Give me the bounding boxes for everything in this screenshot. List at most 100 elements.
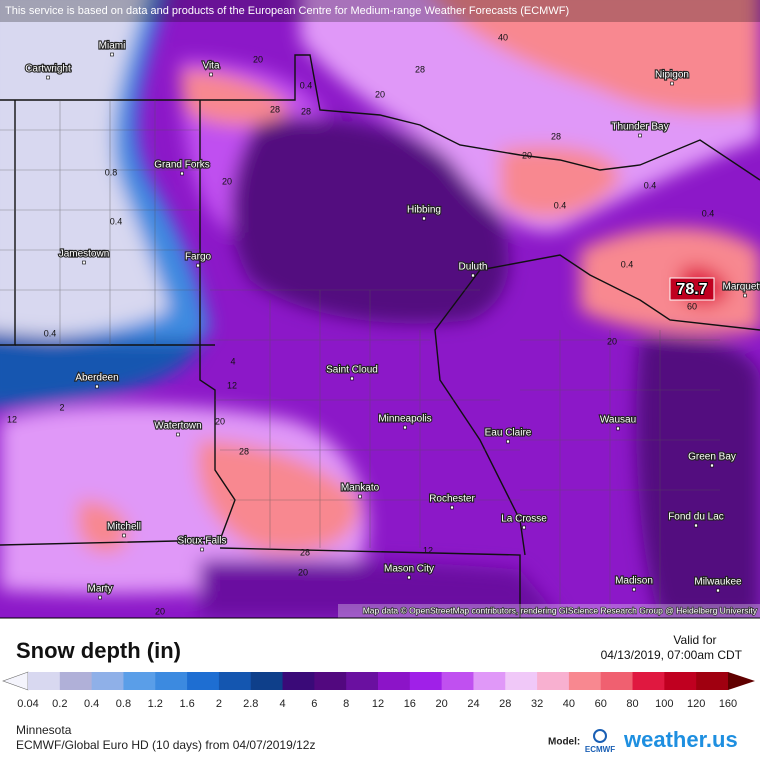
city-label: Mitchell (107, 522, 141, 533)
contour-labels: 40 28 20 0.4 20 28 20 28 0.8 20 0.4 0.4 0.4 0.4 0.4 20 2… (7, 32, 714, 616)
contour-label: 20 (215, 416, 225, 426)
colorbar-label: 60 (595, 698, 607, 710)
colorbar-swatch (282, 672, 315, 690)
contour-label: 2 (59, 402, 64, 412)
city-label: Green Bay (688, 452, 736, 463)
brand: weather.us (623, 727, 738, 752)
contour-label: 0.4 (621, 259, 634, 269)
borders (0, 54, 760, 618)
city-label: Marty (88, 584, 113, 595)
max-value: 78.7 (676, 281, 707, 298)
city-marker (670, 81, 674, 86)
city-label: Fond du Lac (668, 512, 724, 523)
colorbar-swatch (600, 672, 634, 690)
colorbar-swatch (632, 672, 665, 690)
colorbar-swatch (473, 672, 506, 690)
colorbar-swatch (568, 672, 602, 690)
colorbar-arrow (2, 671, 29, 691)
contour-label: 28 (301, 106, 311, 116)
city-label: Watertown (154, 421, 201, 432)
contour-label: 28 (551, 131, 561, 141)
colorbar-swatch (123, 672, 156, 690)
colorbar-label: 24 (467, 698, 479, 710)
city-label: Madison (615, 576, 653, 587)
city-marker (407, 575, 411, 580)
contour-label: 0.4 (300, 80, 313, 90)
contour-label: 0.4 (702, 208, 715, 218)
region: Minnesota (16, 723, 72, 737)
city-marker (422, 216, 426, 221)
colorbar-label: 160 (719, 698, 737, 710)
city-marker (196, 263, 200, 268)
contour-label: 28 (415, 64, 425, 74)
colorbar-swatch (378, 672, 411, 690)
colorbar-arrow (728, 672, 755, 690)
city-label: Mankato (341, 483, 380, 494)
model-label: Model: (548, 737, 580, 748)
contour-label: 40 (498, 32, 508, 42)
contour-label: 20 (298, 567, 308, 577)
colorbar-label: 0.4 (84, 698, 99, 710)
colorbar-swatch (59, 672, 93, 690)
colorbar-label: 16 (404, 698, 416, 710)
contour-label: 0.8 (105, 167, 118, 177)
colorbar-swatch (537, 672, 570, 690)
contour-label: 12 (423, 545, 433, 555)
colorbar-label: 40 (563, 698, 575, 710)
colorbar-label: 2.8 (243, 698, 258, 710)
colorbar-label: 32 (531, 698, 543, 710)
contour-label: 20 (222, 176, 232, 186)
colorbar-label: 28 (499, 698, 511, 710)
model-run: ECMWF/Global Euro HD (10 days) from 04/0… (16, 738, 315, 752)
colorbar-swatch (409, 672, 443, 690)
city-label: Jamestown (59, 249, 110, 260)
city-label: La Crosse (501, 514, 547, 525)
contour-label: 0.4 (554, 200, 567, 210)
city-label: Thunder Bay (611, 122, 668, 133)
city-label: Marquette (722, 282, 760, 293)
city-label: Mason City (384, 564, 434, 575)
colorbar-swatch (28, 672, 61, 690)
city-marker (694, 523, 698, 528)
colorbar-swatch (314, 672, 347, 690)
colorbar-swatch (505, 672, 538, 690)
city-marker (616, 426, 620, 431)
city-marker (358, 494, 362, 499)
contour-label: 12 (7, 414, 17, 424)
city-marker (403, 425, 407, 430)
city-marker (95, 384, 99, 389)
city-marker (180, 171, 184, 176)
colorbar-label: 1.2 (148, 698, 163, 710)
colorbar-label: 8 (343, 698, 349, 710)
colorbar-label: 80 (626, 698, 638, 710)
city-label: Nipigon (655, 70, 689, 81)
city-marker (471, 273, 475, 278)
attribution: Map data © OpenStreetMap contributors, r… (363, 605, 758, 615)
city-marker (200, 547, 204, 552)
contour-label: 20 (522, 150, 532, 160)
city-marker (506, 439, 510, 444)
city-label: Vita (202, 61, 219, 72)
contour-label: 0.4 (110, 216, 123, 226)
city-label: Sioux Falls (178, 536, 227, 547)
model-logo: ECMWF (585, 745, 615, 754)
colorbar-label: 0.04 (17, 698, 38, 710)
city-label: Saint Cloud (326, 365, 378, 376)
colorbar-swatch (664, 672, 697, 690)
colorbar-swatch (696, 672, 729, 690)
contour-label: 20 (375, 89, 385, 99)
city-label: Grand Forks (154, 160, 210, 171)
colorbar-label: 1.6 (179, 698, 194, 710)
legend-title: Snow depth (in) (16, 638, 181, 663)
colorbar-swatch (218, 672, 252, 690)
city-marker (110, 52, 114, 57)
colorbar-label: 2 (216, 698, 222, 710)
valid-label: Valid for (673, 633, 716, 647)
city-marker (710, 463, 714, 468)
city-marker (638, 133, 642, 138)
city-label: Duluth (459, 262, 488, 273)
city-marker (743, 293, 747, 298)
colorbar-label: 120 (687, 698, 705, 710)
colorbar-swatch (441, 672, 474, 690)
city-label: Milwaukee (694, 577, 742, 588)
